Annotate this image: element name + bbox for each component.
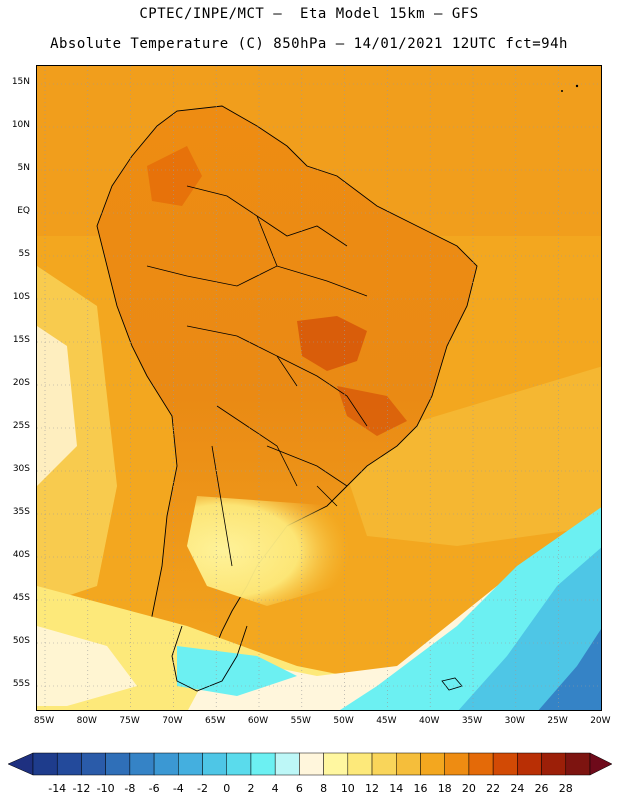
latitude-label: 35S: [12, 507, 30, 517]
colorbar-swatch: [56, 752, 82, 776]
colorbar-swatch: [444, 752, 470, 776]
colorbar-swatch: [202, 752, 227, 776]
colorbar-swatch: [517, 752, 542, 776]
colorbar-swatch: [153, 752, 179, 776]
field-west-pale: [37, 326, 77, 486]
colorbar-tick-label: 20: [461, 782, 476, 795]
longitude-label: 80W: [76, 716, 97, 726]
colorbar-tick-label: -6: [148, 782, 160, 795]
latitude-label: 5N: [17, 163, 30, 173]
colorbar-tick-label: 28: [558, 782, 573, 795]
latitude-label: 25S: [12, 421, 30, 431]
field-south-east-warm: [337, 366, 601, 546]
latitude-label: 15S: [12, 335, 30, 345]
colorbar-under-arrow: [7, 752, 34, 776]
colorbar-swatch: [178, 752, 203, 776]
colorbar-swatch: [32, 752, 58, 776]
longitude-label: 45W: [376, 716, 397, 726]
colorbar-tick-label: -10: [96, 782, 115, 795]
latitude-label: 50S: [12, 636, 30, 646]
colorbar-over-arrow: [589, 752, 613, 776]
latitude-label: 45S: [12, 593, 30, 603]
colorbar-swatch: [371, 752, 397, 776]
cool-zone-southeast-3: [538, 629, 601, 710]
longitude-label: 55W: [290, 716, 311, 726]
colorbar-tick-label: -4: [172, 782, 184, 795]
map-title-line1: CPTEC/INPE/MCT – Eta Model 15km – GFS: [139, 6, 479, 22]
map-title-line2: Absolute Temperature (C) 850hPa – 14/01/…: [50, 36, 568, 52]
coastline-southern-tip: [171, 625, 248, 692]
longitude-label: 50W: [333, 716, 354, 726]
colorbar-tick-label: -2: [197, 782, 208, 795]
colorbar-swatch: [396, 752, 421, 776]
colorbar-swatch: [274, 752, 300, 776]
cool-zone-south-tip: [177, 646, 297, 696]
colorbar-tick-label: -12: [72, 782, 91, 795]
hot-core-central-brazil: [297, 316, 367, 371]
country-borders: [146, 185, 368, 567]
colorbar-swatch: [129, 752, 155, 776]
colorbar-swatch: [323, 752, 349, 776]
colorbar-tick-label: -14: [48, 782, 67, 795]
colorbar-tick-label: 10: [340, 782, 355, 795]
colorbar-tick-label: 26: [534, 782, 549, 795]
colorbar-swatch: [299, 752, 324, 776]
latitude-label: 55S: [12, 679, 30, 689]
latitude-label: 10N: [11, 120, 30, 130]
colorbar-tick-label: 18: [437, 782, 452, 795]
colorbar-swatch: [492, 752, 518, 776]
colorbar-tick-label: 4: [271, 782, 279, 795]
longitude-label: 35W: [461, 716, 483, 726]
colorbar-tick-label: 14: [389, 782, 404, 795]
colorbar: [7, 752, 613, 776]
longitude-label: 65W: [205, 716, 226, 726]
latitude-label: 10S: [12, 292, 30, 302]
temperature-map: [36, 65, 602, 711]
colorbar-swatch: [250, 752, 276, 776]
longitude-label: 85W: [33, 716, 55, 726]
colorbar-swatch: [81, 752, 106, 776]
longitude-label: 20W: [590, 716, 611, 726]
island-marker: [561, 90, 563, 92]
colorbar-tick-label: 12: [365, 782, 380, 795]
colorbar-tick-label: 2: [247, 782, 255, 795]
latitude-label: 5S: [18, 249, 30, 259]
colorbar-swatch: [226, 752, 252, 776]
island-marker: [575, 84, 579, 88]
latitude-label: 15N: [11, 77, 30, 87]
colorbar-tick-label: 22: [486, 782, 501, 795]
colorbar-tick-label: 8: [320, 782, 328, 795]
cold-zone-patagonia: [187, 496, 367, 606]
colorbar-tick-label: 16: [413, 782, 428, 795]
latitude-label: 20S: [12, 378, 30, 388]
cool-zone-southeast-2: [458, 547, 601, 710]
colorbar-swatch: [565, 752, 591, 776]
hot-core-colombia: [147, 146, 202, 206]
latitude-label: 30S: [12, 464, 30, 474]
longitude-label: 60W: [247, 716, 269, 726]
longitude-label: 75W: [119, 716, 140, 726]
colorbar-swatch: [420, 752, 445, 776]
longitude-label: 40W: [419, 716, 440, 726]
colorbar-tick-label: 6: [295, 782, 303, 795]
colorbar-swatch: [347, 752, 373, 776]
hot-core-southeast: [337, 386, 407, 436]
longitude-label: 70W: [162, 716, 183, 726]
latitude-label: 40S: [12, 550, 30, 560]
temperature-map-svg: [37, 66, 601, 710]
latitude-label: EQ: [17, 206, 30, 216]
colorbar-swatch: [105, 752, 131, 776]
colorbar-tick-label: 24: [510, 782, 525, 795]
longitude-label: 30W: [504, 716, 525, 726]
colorbar-swatch: [468, 752, 494, 776]
longitude-label: 25W: [547, 716, 568, 726]
colorbar-swatch: [541, 752, 567, 776]
colorbar-tick-label: 0: [223, 782, 231, 795]
colorbar-tick-label: -8: [124, 782, 136, 795]
